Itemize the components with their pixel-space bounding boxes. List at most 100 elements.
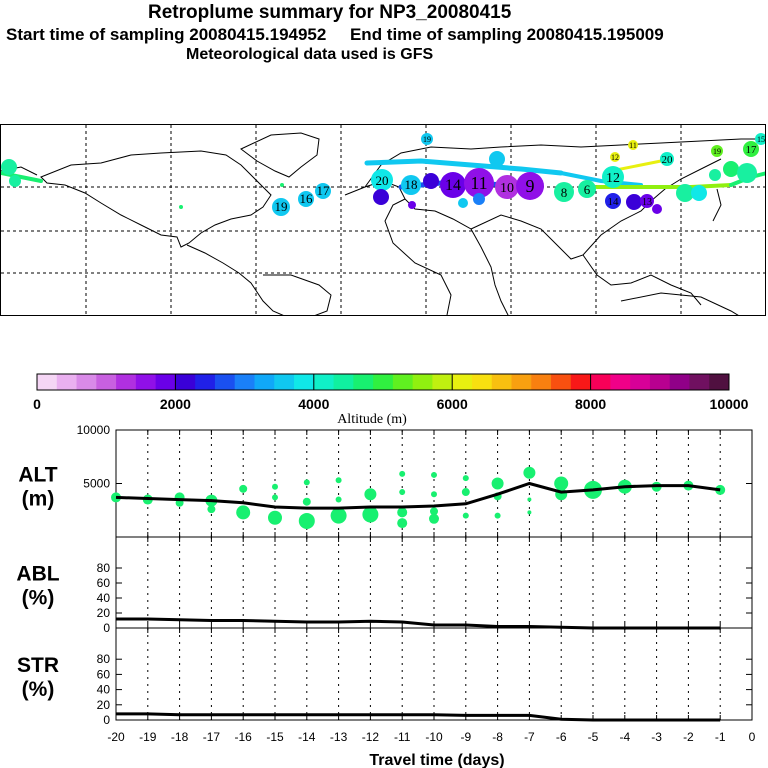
x-tick-label: -1	[715, 730, 726, 744]
y-tick-label: 0	[103, 621, 110, 635]
x-tick-label: -18	[171, 730, 189, 744]
end-time-label: End time of sampling 20080415.195009	[349, 25, 664, 44]
map-label: 19	[275, 199, 288, 214]
altitude-colorbar	[36, 373, 730, 391]
scatter-point	[429, 513, 439, 524]
scatter-point	[399, 489, 406, 496]
colorbar-tick-label: 8000	[575, 396, 606, 412]
colorbar-swatch	[214, 374, 236, 390]
map-label: 11	[629, 141, 637, 150]
scatter-point	[397, 518, 408, 529]
colorbar-tick-label: 2000	[160, 396, 191, 412]
map-label: 20	[662, 154, 674, 166]
time-series-panels: 100005000ALT(m)806040200ABL(%)806040200S…	[16, 423, 755, 768]
map-label: 12	[611, 153, 619, 162]
colorbar-swatch	[294, 374, 315, 390]
x-tick-label: -10	[425, 730, 443, 744]
scatter-point	[527, 510, 532, 515]
x-tick-label: -12	[362, 730, 380, 744]
series-line	[116, 712, 721, 722]
colorbar-frame	[36, 373, 730, 391]
x-tick-label: -19	[139, 730, 157, 744]
map-label: 14	[608, 196, 620, 208]
y-tick-label: 60	[97, 667, 111, 681]
scatter-point	[397, 507, 408, 518]
scatter-point	[462, 512, 469, 519]
colorbar-swatch	[155, 374, 176, 390]
colorbar-swatch	[432, 374, 453, 390]
map-label: 9	[526, 176, 535, 196]
map-svg: 20 18 17 16 19 19 14 11 10 9 8 6 12 14 1…	[1, 125, 766, 315]
x-tick-label: -15	[266, 730, 284, 744]
colorbar-swatch	[116, 374, 137, 390]
scatter-point	[715, 484, 726, 495]
colorbar-swatch	[175, 374, 196, 390]
map-label: 6	[584, 182, 591, 197]
scatter-point	[494, 512, 501, 519]
panel-ylabel: ABL	[16, 563, 59, 586]
colorbar-swatch	[76, 374, 97, 390]
scatter-point	[302, 497, 311, 506]
sampling-times: Start time of sampling 20080415.194952 E…	[6, 25, 768, 45]
colorbar-tick-label: 6000	[437, 396, 468, 412]
y-tick-label: 80	[97, 561, 111, 575]
scatter-point	[431, 471, 437, 478]
colorbar-tick-label: 10000	[710, 396, 749, 412]
map-label: 11	[470, 173, 487, 193]
trajectory-dots	[1, 133, 765, 216]
x-tick-label: -16	[235, 730, 253, 744]
x-tick-label: -2	[683, 730, 694, 744]
scatter-point	[239, 484, 248, 493]
scatter-point	[491, 477, 504, 490]
x-tick-label: -8	[492, 730, 503, 744]
y-tick-label: 20	[97, 606, 111, 620]
scatter-point	[461, 488, 470, 497]
scatter-point	[298, 512, 315, 529]
scatter-point	[268, 510, 282, 525]
scatter-point	[362, 506, 379, 523]
y-tick-label: 80	[97, 652, 111, 666]
x-tick-label: -13	[330, 730, 348, 744]
y-tick-label: 40	[97, 683, 111, 697]
map-label: 17	[746, 144, 758, 156]
panel-ylabel-units: (%)	[22, 587, 55, 610]
scatter-point	[554, 476, 569, 491]
map-label: 20	[376, 173, 389, 188]
panel-ylabel: STR	[17, 654, 59, 677]
start-time-label: Start time of sampling 20080415.194952	[6, 25, 327, 44]
colorbar-swatch	[353, 374, 374, 390]
colorbar-swatch	[452, 374, 473, 390]
x-tick-label: -7	[524, 730, 535, 744]
map-label: 10	[500, 181, 514, 196]
x-tick-label: -4	[619, 730, 630, 744]
trajectory-labels: 20 18 17 16 19 19 14 11 10 9 8 6 12 14 1…	[275, 135, 766, 214]
colorbar-swatch	[254, 374, 275, 390]
x-tick-label: -11	[394, 730, 411, 744]
series-line	[115, 481, 721, 510]
colorbar-swatch	[689, 374, 710, 390]
map-label: 15	[757, 135, 765, 144]
colorbar-swatch	[392, 374, 414, 390]
colorbar-swatch	[56, 374, 78, 390]
colorbar-swatch	[412, 374, 433, 390]
world-map: 20 18 17 16 19 19 14 11 10 9 8 6 12 14 1…	[0, 124, 766, 316]
x-tick-label: -5	[588, 730, 599, 744]
colorbar-swatch	[709, 374, 730, 390]
x-tick-label: -20	[107, 730, 125, 744]
colorbar-swatch	[135, 374, 157, 390]
map-label: 19	[713, 147, 721, 156]
x-axis-label: Travel time (days)	[369, 752, 504, 768]
colorbar-swatch	[313, 374, 335, 390]
scatter-point	[527, 497, 532, 502]
y-tick-label: 20	[97, 698, 111, 712]
scatter-point	[330, 507, 347, 524]
scatter-point	[430, 507, 438, 516]
chart-title: Retroplume summary for NP3_20080415	[148, 2, 512, 23]
colorbar-swatch	[333, 374, 354, 390]
x-tick-label: -3	[651, 730, 662, 744]
map-label: 14	[445, 177, 461, 194]
scatter-point	[431, 491, 437, 498]
scatter-point	[364, 488, 377, 501]
colorbar-swatch	[531, 374, 552, 390]
